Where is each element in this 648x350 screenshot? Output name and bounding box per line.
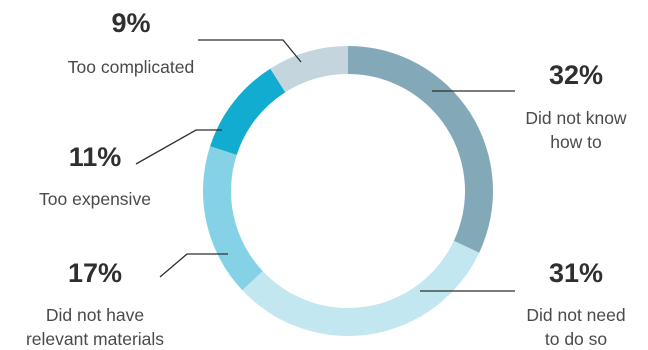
leader-line-too-expensive bbox=[135, 129, 222, 165]
slice-label-did-not-know-line2: how to bbox=[550, 132, 602, 152]
slice-percent-did-not-know: 32% bbox=[549, 60, 603, 90]
slice-label-relevant-materials-line2: relevant materials bbox=[26, 329, 164, 349]
slice-label-did-not-know-line1: Did not know bbox=[525, 108, 627, 128]
leader-line-too-complicated bbox=[198, 39, 302, 63]
slice-label-did-not-need-line1: Did not need bbox=[526, 305, 625, 325]
slice-percent-did-not-need: 31% bbox=[549, 258, 603, 288]
donut-slice-1 bbox=[242, 240, 480, 336]
donut-slices bbox=[203, 46, 493, 336]
slice-percent-too-expensive: 11% bbox=[69, 142, 122, 172]
donut-slice-4 bbox=[270, 46, 348, 93]
slice-label-too-complicated: Too complicated bbox=[68, 57, 194, 77]
slice-percent-relevant-materials: 17% bbox=[68, 258, 122, 288]
slice-label-did-not-need-line2: to do so bbox=[545, 329, 607, 349]
donut-slice-0 bbox=[348, 46, 493, 253]
slice-percent-too-complicated: 9% bbox=[111, 8, 150, 38]
leader-line-relevant-materials bbox=[159, 253, 228, 278]
slice-label-too-expensive: Too expensive bbox=[39, 189, 151, 209]
donut-slice-3 bbox=[210, 68, 286, 155]
donut-slice-2 bbox=[203, 146, 263, 291]
slice-label-relevant-materials-line1: Did not have bbox=[46, 305, 144, 325]
